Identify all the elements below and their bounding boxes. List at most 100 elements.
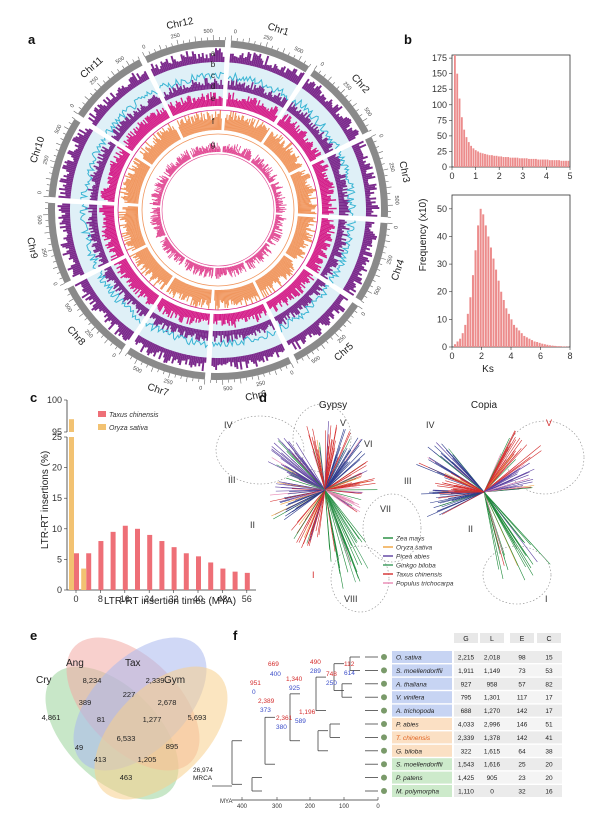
track-d-bar <box>220 80 222 89</box>
circos-tick <box>382 164 385 165</box>
x-tick-label: 8 <box>567 351 572 361</box>
circos-tick <box>304 61 306 64</box>
table-header: C <box>546 636 551 643</box>
table-cell: 1,543 <box>458 762 475 769</box>
histogram-bar <box>500 156 502 167</box>
circos-tick <box>378 151 383 153</box>
species-name: G. biloba <box>396 748 422 755</box>
table-cell: 57 <box>518 681 526 688</box>
histogram-bar <box>531 340 533 347</box>
circos-tick <box>159 45 161 50</box>
c-legend: Taxus chinensis Oryza sativa <box>98 411 159 432</box>
histogram-bar <box>549 160 551 167</box>
track-e-bar <box>215 314 216 322</box>
circos-tick <box>343 325 345 327</box>
circos-tick <box>331 337 333 339</box>
circos-tick <box>275 370 277 375</box>
histogram-bar <box>463 130 465 167</box>
circos-tick <box>353 103 357 106</box>
circos-tick <box>333 82 335 84</box>
track-a-bar <box>61 207 70 209</box>
histogram-bar <box>470 146 472 167</box>
table-cell: 142 <box>517 735 528 742</box>
track-a-bar <box>222 57 224 62</box>
x-tick-label: 2 <box>497 171 502 181</box>
circos-tick <box>108 77 110 79</box>
species-name: V. vinifera <box>396 695 425 702</box>
venn-num-ang-tax: 227 <box>123 690 136 699</box>
track-d-bar <box>219 85 221 89</box>
circos-tick <box>317 348 319 350</box>
histogram-bar <box>508 314 510 347</box>
panel-label-b: b <box>404 32 412 47</box>
track-d-bar <box>89 206 97 208</box>
y-tick-label: 0 <box>442 162 447 172</box>
circos-tick <box>356 109 358 111</box>
table-cell: 146 <box>517 722 528 729</box>
track-d-bar <box>219 331 221 336</box>
circos-tick <box>385 241 390 242</box>
circos-tick <box>60 283 65 285</box>
track-e-bar <box>99 209 114 210</box>
venn-num-center: 6,533 <box>117 734 136 743</box>
histogram-bar <box>557 346 559 347</box>
circos-ring <box>118 110 318 310</box>
circos-tick <box>117 69 119 71</box>
track-d-bar <box>216 81 218 89</box>
x-tick-label: 56 <box>242 594 252 604</box>
track-e-bar <box>322 213 329 215</box>
circos-tick <box>135 359 137 363</box>
histogram-bar <box>459 339 461 347</box>
track-a-bar <box>366 207 379 209</box>
histogram-bar <box>485 225 487 347</box>
histogram-bar <box>498 281 500 347</box>
c-bar <box>135 529 140 590</box>
circos-tick <box>240 379 241 384</box>
track-d-bar <box>92 214 97 216</box>
histogram-bar <box>528 339 530 347</box>
species-name: S. moellendorffii <box>396 668 443 675</box>
node-label: 1,340 <box>286 676 303 683</box>
scale-label: 0 <box>141 44 146 51</box>
histogram-bar <box>490 248 492 347</box>
histogram-bar <box>533 159 535 167</box>
histogram-bar <box>456 74 458 167</box>
c-bar <box>123 526 128 590</box>
circos-tick <box>141 362 142 365</box>
histogram-bar <box>467 314 469 347</box>
track-d-bar <box>339 206 349 208</box>
table-cell: 32 <box>518 789 526 796</box>
histogram-bar <box>554 346 556 347</box>
species-name: O. sativa <box>396 655 422 662</box>
track-a-bar <box>219 49 221 63</box>
histogram-bar <box>505 308 507 347</box>
x-tick-label: 6 <box>538 351 543 361</box>
x-tick-label: 0 <box>449 351 454 361</box>
circos-tick <box>272 46 273 49</box>
histogram-bar <box>536 342 538 347</box>
histogram-bar <box>565 161 567 167</box>
circos-tick <box>90 93 92 95</box>
circos-tick <box>283 48 285 53</box>
track-d-bar <box>89 205 97 207</box>
scale-label: 0 <box>37 191 43 195</box>
species-icon <box>381 667 387 673</box>
histogram-bar <box>473 148 475 167</box>
y-tick-label: 0 <box>442 342 447 352</box>
track-f-bar <box>217 114 218 130</box>
circos-tick <box>379 264 382 265</box>
scale-label: 500 <box>203 28 213 34</box>
tree-branch <box>325 490 360 581</box>
c-bar <box>184 553 189 590</box>
circos-tick <box>252 377 253 380</box>
gypsy-title: Gypsy <box>319 400 347 411</box>
histogram-bar <box>507 157 509 167</box>
node-label: 112 <box>344 661 355 668</box>
b-xlabel: Ks <box>482 364 494 375</box>
circos-tick <box>122 66 124 68</box>
circos-tick <box>374 141 377 142</box>
circos-tick <box>69 299 73 302</box>
track-f-bar <box>217 290 218 310</box>
venn-diagram: Cry Ang Tax Gym 4,861 8,234 2,339 5,693 … <box>21 613 251 808</box>
table-cell: 958 <box>487 681 498 688</box>
